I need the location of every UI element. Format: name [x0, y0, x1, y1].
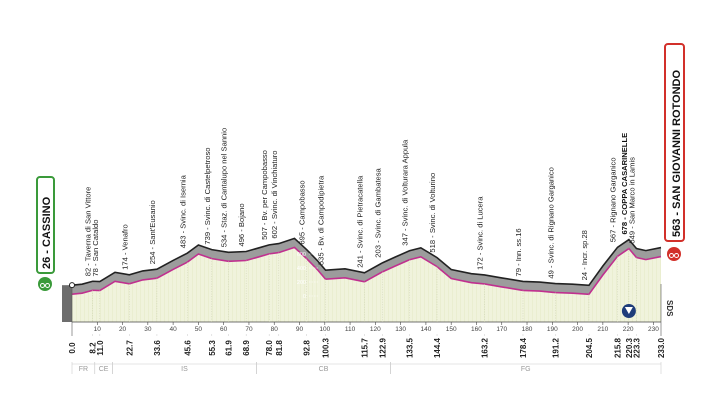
waypoint-label: 483 - Svinc. di Isernia — [178, 174, 187, 248]
x-tick-label: 60 — [220, 326, 228, 333]
x-tick-label: 230 — [648, 326, 659, 333]
waypoint-label: 567 - Rignano Garganico — [609, 157, 618, 242]
km-label: 223.3 — [632, 337, 641, 358]
finish-icon-wheel — [669, 253, 674, 258]
km-label: 45.6 — [183, 340, 192, 356]
start-icon-wheel — [45, 283, 50, 288]
marker-arrow — [624, 307, 633, 314]
km-label: 178.4 — [519, 337, 528, 358]
x-tick-label: 40 — [169, 326, 177, 333]
x-tick-label: 80 — [271, 326, 279, 333]
km-label: 92.8 — [303, 340, 312, 356]
waypoint-label: 695 - Campobasso — [298, 180, 307, 244]
km-label: 133.5 — [405, 337, 414, 358]
waypoint-label: 535 - Bv. di Campodipietra — [317, 175, 326, 265]
x-tick-label: 160 — [471, 326, 482, 333]
profile-top — [71, 237, 662, 287]
x-tick-label: 150 — [446, 326, 457, 333]
waypoint-label: 678 - COPPA CASARINELLE — [620, 133, 629, 235]
km-label: 61.9 — [224, 340, 233, 356]
km-label: 220.3 — [625, 337, 634, 358]
waypoint-label: 79 - Inn. ss.16 — [514, 228, 523, 276]
waypoint-label: 174 - Venafro — [120, 224, 129, 270]
km-label: 8.2 — [89, 342, 98, 354]
profile-fill — [72, 247, 661, 322]
waypoint-label: 203 - Svinc. di Gambatesa — [374, 167, 383, 257]
x-tick-label: 210 — [597, 326, 608, 333]
waypoint-label: 82 - Taverna di San Vittore — [84, 187, 93, 277]
km-label: 81.8 — [275, 340, 284, 356]
x-tick-label: 10 — [94, 326, 102, 333]
x-tick-label: 120 — [370, 326, 381, 333]
start-icon — [38, 277, 52, 291]
km-label: 115.7 — [360, 338, 369, 358]
km-label: 191.2 — [551, 337, 560, 358]
km-label: 144.4 — [433, 337, 442, 358]
waypoint-label: 241 - Svinc. di Pietracatella — [355, 175, 364, 268]
x-tick-label: 20 — [119, 326, 127, 333]
km-label: 68.9 — [242, 340, 251, 356]
waypoint-label: 496 - Bojano — [237, 203, 246, 246]
waypoint-label: 347 - Svinc. di Volturara Appula — [400, 139, 409, 246]
x-tick-label: 100 — [319, 326, 330, 333]
region-label: FG — [521, 366, 531, 373]
x-tick-label: 190 — [547, 326, 558, 333]
km-label: 22.7 — [125, 340, 134, 356]
km-label: 100.3 — [322, 337, 331, 358]
elevation-label: 200 — [297, 280, 306, 286]
waypoint-label: 549 - San Marco in Lamis — [627, 157, 636, 244]
finish-badge — [664, 43, 685, 242]
region-label: IS — [181, 366, 188, 373]
elevation-label: 0 — [303, 294, 306, 300]
finish-icon — [667, 247, 681, 261]
start-badge — [36, 176, 55, 274]
region-label: CB — [319, 366, 329, 373]
waypoint-label: 739 - Svinc. di Castelpetroso — [203, 148, 212, 245]
waypoint-label: 78 - San Cataldo — [91, 220, 100, 277]
km-label: 204.5 — [585, 337, 594, 358]
start-dot — [69, 282, 75, 289]
region-label: CE — [99, 366, 109, 373]
km-label: 163.2 — [481, 337, 490, 358]
x-tick-label: 130 — [395, 326, 406, 333]
waypoint-label: 254 - Sant'Eusanio — [148, 200, 157, 264]
logo: SDS — [665, 300, 674, 317]
x-tick-label: 140 — [420, 326, 431, 333]
km-label: 11.0 — [96, 340, 105, 356]
x-tick-label: 90 — [296, 326, 304, 333]
finish-km-label: 233.0 — [657, 337, 666, 358]
waypoint-label: 507 - Bv. per Campobasso — [260, 150, 269, 240]
start-icon-wheel — [40, 283, 45, 288]
finish-icon-wheel — [674, 253, 679, 258]
start-km-label: 0.0 — [68, 342, 77, 354]
x-tick-label: 50 — [195, 326, 203, 333]
x-tick-label: 30 — [144, 326, 152, 333]
x-tick-label: 180 — [522, 326, 533, 333]
region-label: FR — [79, 366, 88, 373]
start-label: 26 - CASSINO — [41, 196, 53, 269]
elevation-label: 600 — [297, 252, 306, 258]
waypoint-label: 24 - Incr. sp.28 — [580, 230, 589, 280]
km-label: 215.8 — [614, 337, 623, 358]
waypoint-label: 518 - Svinc. di Volturino — [428, 173, 437, 253]
km-label: 122.9 — [379, 337, 388, 358]
x-tick-label: 110 — [345, 326, 356, 333]
waypoint-label: 49 - Svinc. di Rignano Garganico — [546, 167, 555, 278]
plot: 0 200 400 600 10 20 30 40 50 60 70 80 90 100 110 120 130… — [62, 128, 666, 374]
elevation-label: 400 — [297, 266, 306, 272]
finish-label: 563 - SAN GIOVANNI ROTONDO — [671, 69, 683, 237]
km-label: 55.3 — [208, 340, 217, 356]
x-tick-label: 70 — [245, 326, 253, 333]
x-tick-label: 170 — [496, 326, 507, 333]
waypoint-label: 602 - Svinc. di Vinchiaturo — [270, 151, 279, 239]
waypoint-label: 534 - Staz. di Cantalupo nel Sannio — [219, 128, 228, 247]
start-edge — [62, 285, 72, 322]
waypoint-label: 172 - Svinc. di Lucera — [476, 196, 485, 270]
x-tick-label: 200 — [572, 326, 583, 333]
x-tick-label: 220 — [623, 326, 634, 333]
km-label: 78.0 — [265, 340, 274, 356]
km-label: 33.6 — [153, 340, 162, 356]
